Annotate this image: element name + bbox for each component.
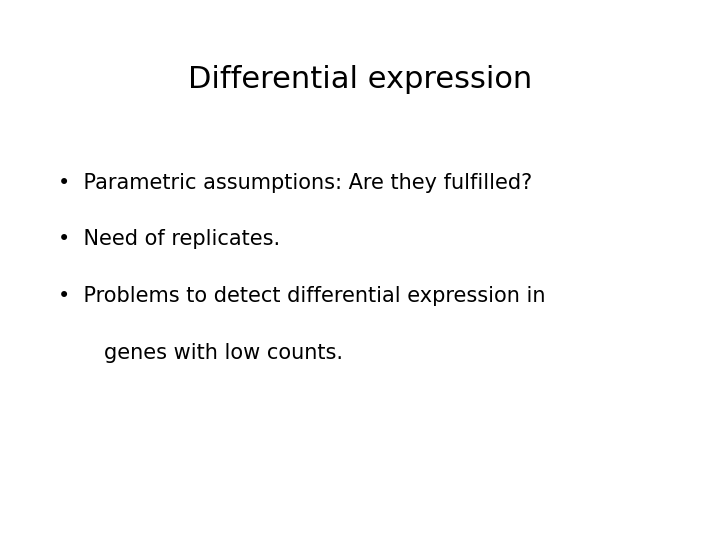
Text: •  Parametric assumptions: Are they fulfilled?: • Parametric assumptions: Are they fulfi… [58,173,532,193]
Text: •  Need of replicates.: • Need of replicates. [58,230,280,249]
Text: Differential expression: Differential expression [188,65,532,94]
Text: genes with low counts.: genes with low counts. [104,343,343,363]
Text: •  Problems to detect differential expression in: • Problems to detect differential expres… [58,286,545,306]
